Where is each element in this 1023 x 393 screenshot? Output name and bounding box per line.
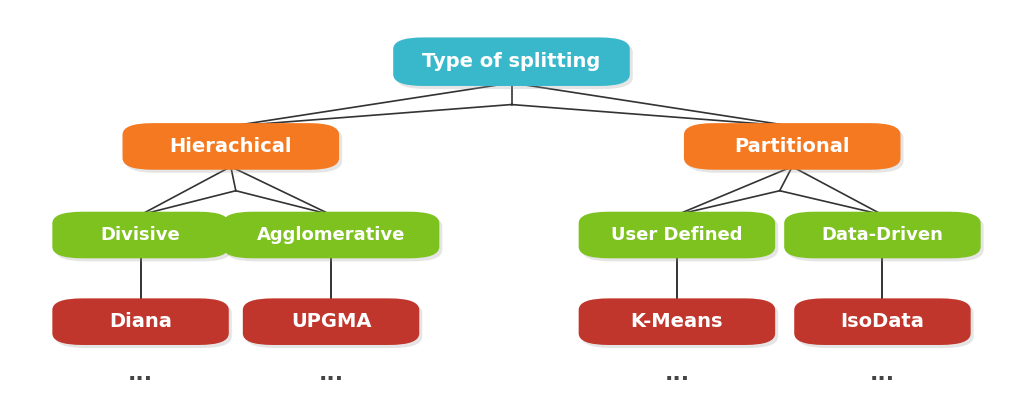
Text: ...: ... [318,364,344,384]
Text: User Defined: User Defined [611,226,743,244]
Text: Partitional: Partitional [735,137,850,156]
FancyBboxPatch shape [582,215,779,261]
FancyBboxPatch shape [242,298,419,345]
FancyBboxPatch shape [684,123,900,170]
FancyBboxPatch shape [396,40,633,89]
Text: K-Means: K-Means [630,312,723,331]
FancyBboxPatch shape [579,212,775,258]
FancyBboxPatch shape [582,301,779,348]
FancyBboxPatch shape [55,215,232,261]
Text: Diana: Diana [109,312,172,331]
FancyBboxPatch shape [126,126,342,173]
Text: ...: ... [664,364,690,384]
FancyBboxPatch shape [579,298,775,345]
Text: IsoData: IsoData [841,312,925,331]
Text: UPGMA: UPGMA [291,312,371,331]
FancyBboxPatch shape [52,298,229,345]
FancyBboxPatch shape [797,301,974,348]
FancyBboxPatch shape [246,301,422,348]
Text: Agglomerative: Agglomerative [257,226,405,244]
FancyBboxPatch shape [687,126,903,173]
FancyBboxPatch shape [123,123,339,170]
Text: Hierachical: Hierachical [170,137,292,156]
Text: ...: ... [870,364,895,384]
FancyBboxPatch shape [794,298,971,345]
FancyBboxPatch shape [52,212,229,258]
Text: ...: ... [128,364,153,384]
FancyBboxPatch shape [393,37,630,86]
FancyBboxPatch shape [223,212,439,258]
Text: Data-Driven: Data-Driven [821,226,943,244]
Text: Type of splitting: Type of splitting [422,52,601,71]
FancyBboxPatch shape [226,215,442,261]
FancyBboxPatch shape [785,212,981,258]
FancyBboxPatch shape [55,301,232,348]
FancyBboxPatch shape [788,215,984,261]
Text: Divisive: Divisive [100,226,180,244]
